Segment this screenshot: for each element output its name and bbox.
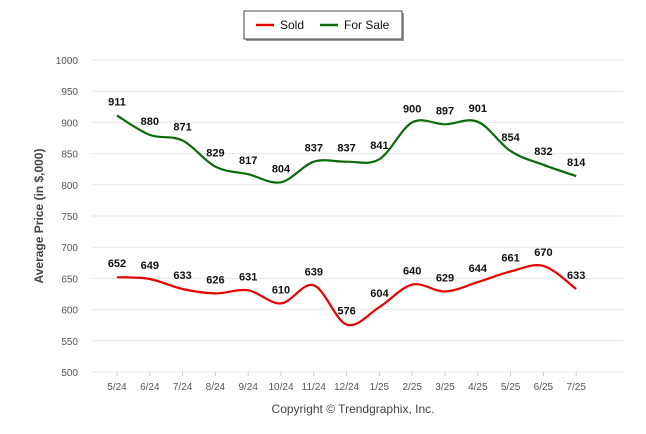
y-tick-label: 750 [61, 212, 78, 223]
x-tick-label: 6/25 [534, 382, 554, 393]
for-sale-data-label: 832 [534, 146, 552, 158]
y-tick-label: 500 [61, 368, 78, 379]
x-tick-label: 3/25 [435, 382, 455, 393]
sold-data-label: 604 [370, 288, 389, 300]
sold-series-line [116, 264, 577, 327]
x-tick-label: 10/24 [268, 382, 293, 393]
x-tick-label: 9/24 [238, 382, 258, 393]
x-tick-label: 7/24 [173, 382, 193, 393]
y-tick-label: 950 [61, 87, 78, 98]
sold-data-label: 652 [108, 258, 126, 270]
for-sale-data-label: 911 [108, 97, 126, 109]
sold-data-label: 649 [141, 260, 159, 272]
sold-data-label: 633 [567, 270, 585, 282]
grid-lines [92, 59, 623, 373]
x-tick-label: 2/25 [402, 382, 422, 393]
sold-data-label: 639 [305, 266, 323, 278]
y-tick-label: 700 [61, 243, 78, 254]
x-tick-label: 5/24 [107, 382, 127, 393]
y-tick-label: 850 [61, 150, 78, 161]
y-tick-label: 900 [61, 118, 78, 129]
sold-data-label: 661 [501, 253, 519, 265]
x-tick-label: 6/24 [140, 382, 160, 393]
sold-data-label: 644 [469, 263, 488, 275]
for-sale-data-label: 814 [567, 157, 586, 169]
for-sale-data-label: 854 [501, 132, 520, 144]
series-lines [116, 114, 577, 327]
sold-data-label: 633 [173, 270, 191, 282]
for-sale-data-label: 880 [141, 116, 159, 128]
for-sale-data-label: 900 [403, 103, 421, 115]
for-sale-data-label: 897 [436, 105, 454, 117]
legend-label-sold: Sold [280, 18, 304, 32]
x-tick-label: 4/25 [468, 382, 488, 393]
sold-data-label: 610 [272, 284, 290, 296]
for-sale-series-line [116, 114, 577, 184]
sold-data-label: 640 [403, 266, 421, 278]
x-tick-label: 7/25 [566, 382, 586, 393]
x-axis-tick-labels: 5/24 6/24 7/24 8/24 9/24 10/24 11/24 12/24 1/25 2… [107, 372, 586, 393]
data-labels: 652 649 633 626 631 610 639 576 604 640 629 644 661 6… [108, 97, 586, 318]
legend: Sold For Sale [243, 10, 404, 41]
x-tick-label: 11/24 [302, 382, 327, 393]
for-sale-data-label: 841 [370, 140, 388, 152]
y-tick-label: 650 [61, 274, 78, 285]
x-tick-label: 8/24 [206, 382, 226, 393]
for-sale-data-label: 837 [337, 143, 355, 155]
for-sale-data-label: 871 [173, 121, 191, 133]
y-tick-label: 550 [61, 337, 78, 348]
y-tick-label: 600 [61, 306, 78, 317]
copyright-footer: Copyright © Trendgraphix, Inc. [272, 402, 435, 416]
y-axis-tick-labels: 500 550 600 650 700 750 800 850 900 950 1000 [56, 56, 79, 379]
x-tick-label: 12/24 [334, 382, 359, 393]
sold-data-label: 629 [436, 273, 454, 285]
sold-data-label: 626 [206, 274, 224, 286]
for-sale-data-label: 817 [239, 155, 257, 167]
legend-label-for-sale: For Sale [344, 18, 390, 32]
x-tick-label: 1/25 [370, 382, 390, 393]
for-sale-data-label: 837 [305, 143, 323, 155]
for-sale-data-label: 804 [272, 163, 291, 175]
y-tick-label: 1000 [56, 56, 79, 67]
y-tick-label: 800 [61, 181, 78, 192]
sold-data-label: 576 [337, 306, 355, 318]
for-sale-data-label: 829 [206, 148, 224, 160]
x-tick-label: 5/25 [501, 382, 521, 393]
sold-data-label: 670 [534, 247, 552, 259]
y-axis-title: Average Price (in $,000) [32, 149, 46, 284]
for-sale-data-label: 901 [469, 103, 487, 115]
sold-data-label: 631 [239, 271, 257, 283]
